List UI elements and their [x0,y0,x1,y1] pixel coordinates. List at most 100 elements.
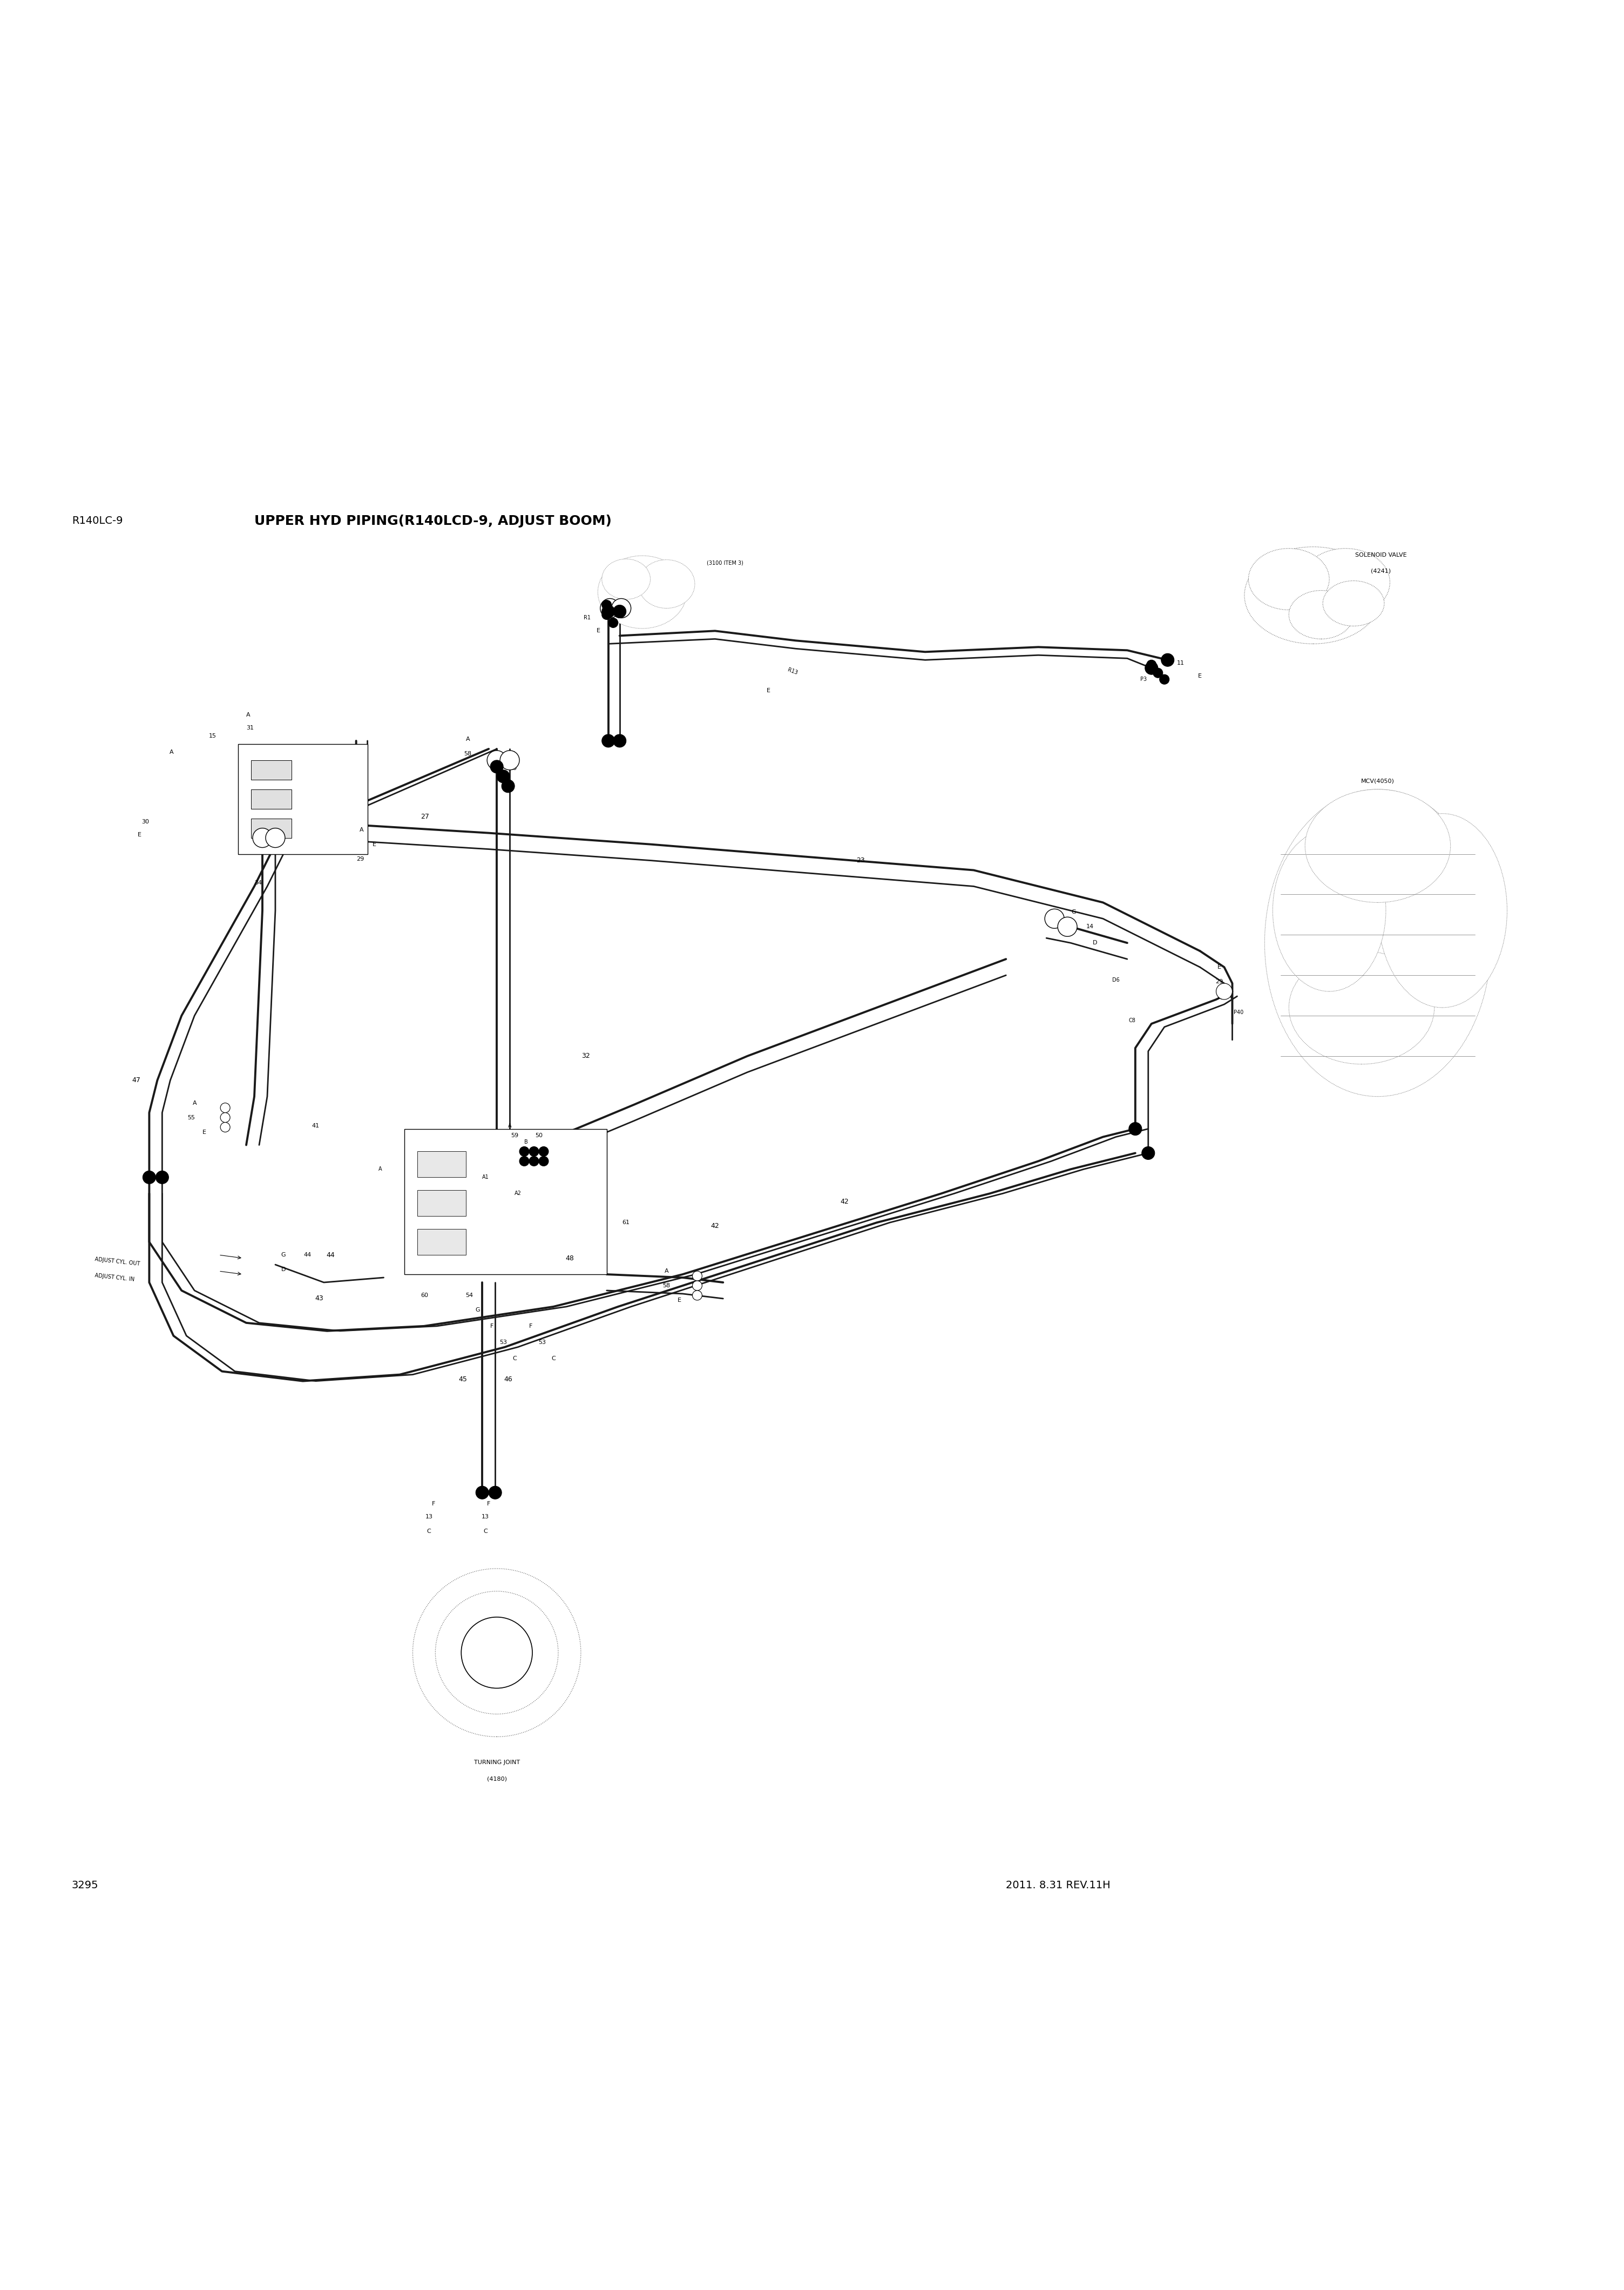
Text: 11: 11 [1177,660,1184,666]
Text: A: A [359,827,364,834]
Circle shape [1129,1122,1142,1136]
Text: A: A [247,712,250,717]
Circle shape [529,1147,539,1156]
Text: 2011. 8.31 REV.11H: 2011. 8.31 REV.11H [1005,1880,1111,1892]
Circle shape [520,1156,529,1166]
Text: 29: 29 [508,765,516,772]
Text: 44: 44 [304,1253,312,1257]
Text: 48: 48 [565,1255,573,1262]
Ellipse shape [1306,790,1450,902]
Circle shape [143,1170,156,1184]
Text: 58: 58 [663,1282,671,1289]
Text: D6: D6 [1112,978,1119,982]
Text: TURNING JOINT: TURNING JOINT [474,1761,520,1766]
Text: F: F [432,1502,435,1507]
Text: 55: 55 [187,1115,195,1120]
Text: 15: 15 [209,733,216,740]
Circle shape [1142,1147,1155,1159]
Text: 30: 30 [141,820,149,824]
Circle shape [266,829,286,847]
Ellipse shape [1273,829,1385,992]
Ellipse shape [1324,582,1384,625]
Text: C: C [427,1530,430,1534]
Text: A: A [192,1099,197,1106]
Text: C8: C8 [1129,1017,1135,1024]
Circle shape [614,735,627,747]
Bar [252,818,291,838]
Text: ADJUST CYL. OUT: ADJUST CYL. OUT [94,1257,140,1266]
Text: 44: 44 [326,1250,335,1260]
Text: 46: 46 [503,1376,512,1383]
Circle shape [221,1104,231,1113]
Text: 27: 27 [421,813,429,820]
Text: 43: 43 [315,1296,323,1303]
Text: G: G [476,1308,479,1312]
Text: (3100 ITEM 3): (3100 ITEM 3) [706,561,744,566]
Circle shape [603,609,612,621]
Text: 23: 23 [856,856,864,863]
Circle shape [1161,653,1174,666]
Text: 47: 47 [132,1076,141,1083]
Circle shape [435,1592,559,1715]
Text: 29: 29 [356,856,364,861]
Text: 42: 42 [840,1198,849,1205]
Circle shape [156,1170,169,1184]
Text: UPPER HYD PIPING(R140LCD-9, ADJUST BOOM): UPPER HYD PIPING(R140LCD-9, ADJUST BOOM) [255,515,612,527]
Text: 3295: 3295 [71,1880,99,1892]
Ellipse shape [598,556,687,627]
Text: 60: 60 [421,1292,429,1298]
Circle shape [692,1271,702,1280]
Text: E: E [596,627,601,634]
Text: 32: 32 [581,1053,590,1060]
Circle shape [603,600,612,609]
Circle shape [614,605,627,618]
Text: 53: 53 [500,1340,507,1344]
Circle shape [1147,660,1156,669]
Text: E: E [1199,673,1202,678]
Text: 29: 29 [1215,980,1223,985]
Ellipse shape [1314,813,1475,943]
Text: (4241): (4241) [1371,568,1392,575]
Text: A1: A1 [482,1175,489,1179]
Circle shape [539,1156,549,1166]
Circle shape [612,598,632,618]
Text: 59: 59 [512,1134,518,1138]
Text: 31: 31 [247,726,253,731]
Text: 40: 40 [450,1198,456,1202]
Bar [239,744,367,854]
Circle shape [489,1486,502,1500]
Circle shape [490,760,503,774]
Text: C: C [484,1530,487,1534]
Ellipse shape [603,559,650,600]
Bar [252,760,291,779]
Text: A: A [378,1166,382,1172]
Circle shape [603,605,615,618]
Circle shape [221,1113,231,1122]
Ellipse shape [1249,547,1330,609]
Ellipse shape [1289,950,1434,1065]
Bar [417,1230,466,1255]
Circle shape [253,829,273,847]
Text: E: E [203,1129,206,1136]
Ellipse shape [1265,790,1491,1097]
Text: SOLENOID VALVE: SOLENOID VALVE [1354,552,1406,556]
Text: E: E [512,751,515,756]
Circle shape [1145,662,1158,676]
Text: 42: 42 [711,1223,719,1230]
Text: 34: 34 [255,879,261,886]
Text: R140LC-9: R140LC-9 [71,515,123,527]
Text: 54: 54 [466,1292,473,1298]
Text: A: A [508,1122,512,1129]
Text: ADJUST CYL. IN: ADJUST CYL. IN [94,1273,135,1282]
Text: 14: 14 [1086,925,1095,930]
Text: E: E [677,1298,682,1303]
Circle shape [520,1147,529,1156]
Circle shape [529,1156,539,1166]
Text: D: D [281,1266,286,1273]
Text: F: F [529,1324,533,1328]
Circle shape [500,751,520,769]
Text: (4180): (4180) [487,1777,507,1782]
Text: E: E [138,831,141,838]
Text: C: C [513,1356,516,1360]
Text: R13: R13 [786,666,799,676]
